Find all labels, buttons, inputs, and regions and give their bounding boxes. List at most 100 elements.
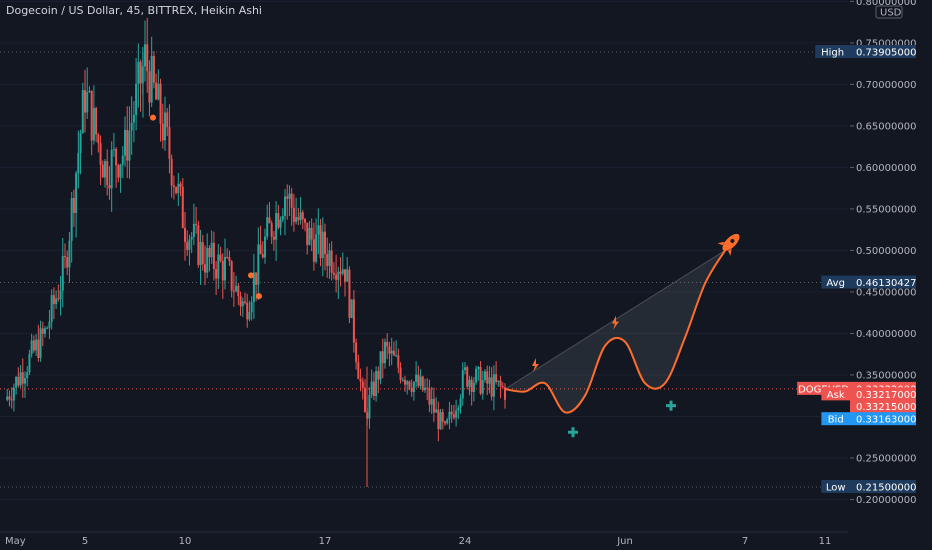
candle [126,129,129,161]
candle [92,108,95,141]
ask-tag-value: 0.33217000 [856,390,916,401]
marker-icon [256,293,262,300]
candle [15,376,18,388]
currency-badge [875,5,903,19]
candle [19,372,22,386]
candle [375,371,378,396]
candle [332,272,335,275]
candle [70,198,73,241]
candle [461,369,464,399]
lightning-icon [612,315,619,330]
candle [206,247,209,273]
candle [292,207,295,222]
candle [175,187,178,194]
candle [490,377,493,397]
candle [37,339,40,358]
y-tick-label: 0.75000000 [856,38,916,49]
candle [459,398,462,408]
candle [324,231,326,254]
candle [46,327,49,329]
candle [424,387,426,391]
candle [499,380,502,387]
candle [272,236,275,240]
plus-icon [571,427,575,438]
candle [417,374,420,386]
candle [246,302,249,320]
candle [310,227,313,240]
candle [226,256,229,258]
candle [84,90,86,113]
candle [24,377,26,384]
candle [330,250,333,273]
x-tick-label: 17 [319,536,332,547]
bid-tag-label-bg [821,412,850,426]
candle [368,394,371,419]
candle [479,367,482,394]
candle [241,301,244,307]
candle [228,257,231,262]
candle [312,239,315,262]
candle [237,285,240,297]
candle [144,44,146,67]
candle [41,328,44,334]
currency-label: USD [880,8,902,19]
candle [264,236,266,258]
y-tick-label: 0.70000000 [856,80,916,91]
candle [104,161,106,178]
candle [212,242,215,270]
candle [50,295,53,322]
candle [250,302,253,313]
candle [430,398,433,405]
candle [119,164,122,178]
candle [117,165,120,178]
y-tick-label: 0.35000000 [856,370,916,381]
candle [86,91,89,113]
candle [495,374,498,383]
candle [486,371,489,384]
candle [130,122,133,131]
candle [217,254,220,279]
low-tag-value: 0.21500000 [856,483,916,494]
candle [457,407,460,411]
candle [48,321,51,328]
candle [446,419,449,424]
candle [286,196,289,199]
x-tick-label: 24 [459,536,472,547]
candle [326,253,329,266]
candle [166,112,169,128]
candle [177,183,180,194]
candle [328,250,331,266]
candle [155,82,158,100]
candle [408,381,411,388]
candle [208,247,211,258]
candle [108,185,111,189]
low-tag-label: Low [826,483,846,494]
y-tick-label: 0.65000000 [856,121,916,132]
bid-tag-value-bg [850,412,916,426]
y-tick-label: 0.20000000 [856,495,916,506]
x-tick-label: 5 [82,536,88,547]
candle [172,185,175,188]
high-tag-label-bg [815,45,850,58]
candle [255,272,258,285]
candle [157,83,160,100]
candle [348,269,351,318]
candle [77,153,80,174]
candle [159,83,162,124]
candle [439,412,442,430]
candle [441,412,444,422]
candle [81,90,84,134]
candle [337,271,340,280]
candle [135,83,138,115]
candle [504,387,506,400]
candle [66,257,69,268]
candle [79,133,82,154]
x-tick-label: 11 [819,536,832,547]
candle [379,351,382,380]
candle [426,387,429,389]
candle [321,231,324,259]
x-tick-label: 7 [742,536,748,547]
candle [146,44,149,72]
candle [335,274,338,280]
